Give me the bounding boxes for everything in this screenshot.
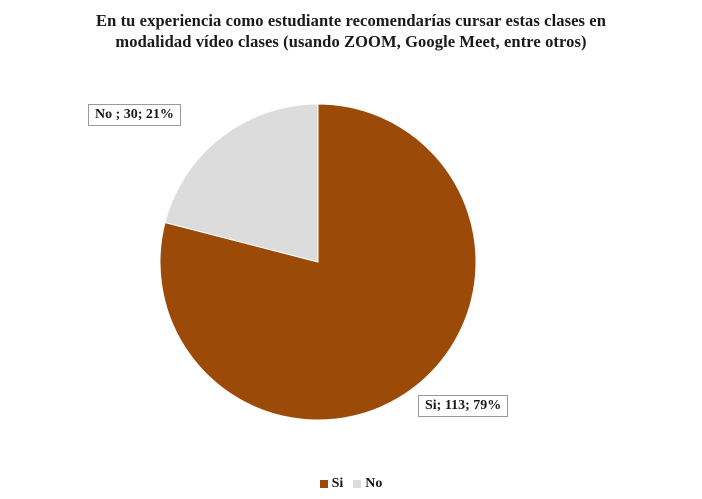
slice-label-no: No ; 30; 21% <box>88 104 181 126</box>
legend-swatch-si <box>319 480 328 488</box>
chart-title-line-1: En tu experiencia como estudiante recome… <box>95 11 607 30</box>
legend-item-no: No <box>353 476 382 492</box>
legend: Si No <box>0 476 702 492</box>
legend-label-si: Si <box>331 476 344 491</box>
legend-swatch-no <box>353 480 362 488</box>
pie-slice-si <box>159 103 477 421</box>
chart-title-line-2: modalidad vídeo clases (usando ZOOM, Goo… <box>115 32 587 51</box>
pie-slice-no <box>164 103 319 263</box>
chart-title: En tu experiencia como estudiante recome… <box>0 10 702 52</box>
legend-item-si: Si <box>319 476 344 492</box>
slice-label-si: Si; 113; 79% <box>418 395 509 417</box>
legend-label-no: No <box>365 476 383 491</box>
